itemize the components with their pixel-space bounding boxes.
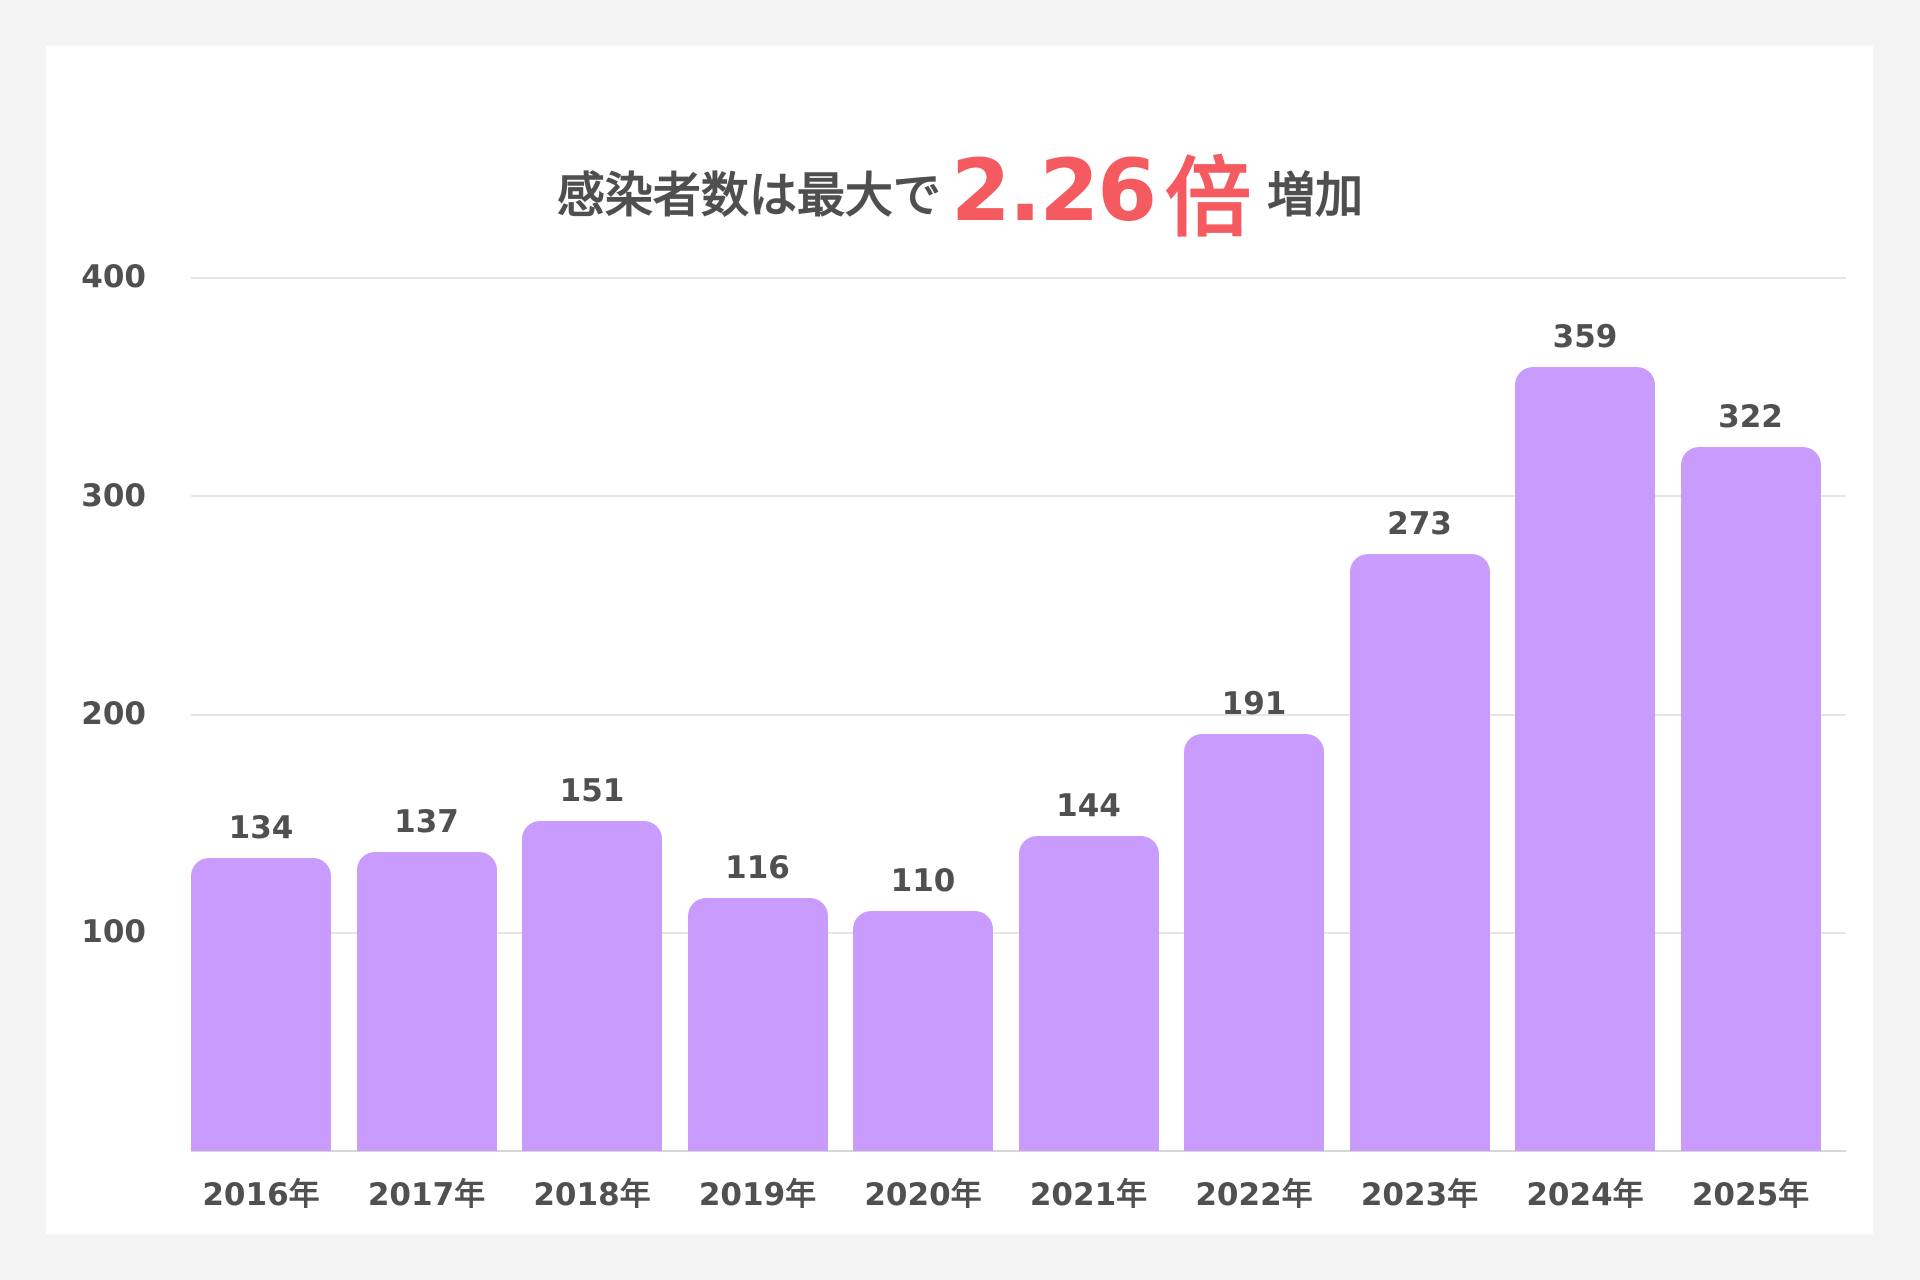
title-prefix: 感染者数は最大で (556, 167, 941, 224)
bar (1184, 733, 1324, 1151)
bar-value-label: 359 (1552, 318, 1618, 355)
x-axis-label: 2020年 (864, 1177, 982, 1213)
y-tick-300: 300 (81, 478, 146, 514)
y-tick-400: 400 (81, 259, 146, 295)
y-tick-200: 200 (81, 696, 146, 732)
title-highlight-unit: 倍 (1165, 149, 1252, 249)
x-axis-label: 2019年 (698, 1177, 817, 1213)
bar (687, 897, 828, 1151)
bar-value-label: 134 (228, 810, 294, 847)
x-axis-label: 2025年 (1691, 1177, 1810, 1213)
x-axis-label: 2023年 (1360, 1177, 1479, 1213)
chart-title: 感染者数は最大で 2.26 倍増加 (0, 128, 1920, 253)
gridline-300 (191, 495, 1846, 497)
x-axis-baseline (191, 1150, 1846, 1152)
bar (1515, 366, 1655, 1151)
x-axis-label: 2018年 (533, 1177, 651, 1213)
x-axis-label: 2024年 (1526, 1177, 1644, 1213)
bar-value-label: 322 (1718, 399, 1783, 436)
gridline-400 (191, 277, 1846, 279)
bar-value-label: 116 (725, 849, 790, 886)
bar-value-label: 273 (1387, 506, 1452, 543)
bar (1018, 836, 1159, 1151)
bar-value-label: 151 (559, 773, 625, 810)
plot-area: 134 137 151 116 110 144 191 273 359 322 (191, 277, 1846, 1152)
x-axis-label: 2022年 (1195, 1177, 1313, 1213)
title-highlight-number: 2.26 (950, 140, 1157, 241)
y-tick-100: 100 (81, 914, 146, 950)
x-axis-label: 2021年 (1029, 1177, 1148, 1213)
x-axis-label: 2016年 (202, 1177, 320, 1213)
gridline-200 (191, 714, 1846, 716)
bar (1680, 447, 1821, 1151)
bar-value-label: 110 (890, 862, 956, 899)
bar (522, 821, 662, 1151)
bar (191, 858, 331, 1151)
bar-value-label: 191 (1221, 685, 1287, 722)
bar-value-label: 137 (394, 803, 459, 840)
bar (1349, 554, 1490, 1151)
x-axis-label: 2017年 (367, 1177, 486, 1213)
bar-value-label: 144 (1056, 788, 1121, 825)
bar (853, 910, 993, 1151)
title-suffix: 増加 (1267, 167, 1364, 224)
bar (356, 851, 497, 1151)
